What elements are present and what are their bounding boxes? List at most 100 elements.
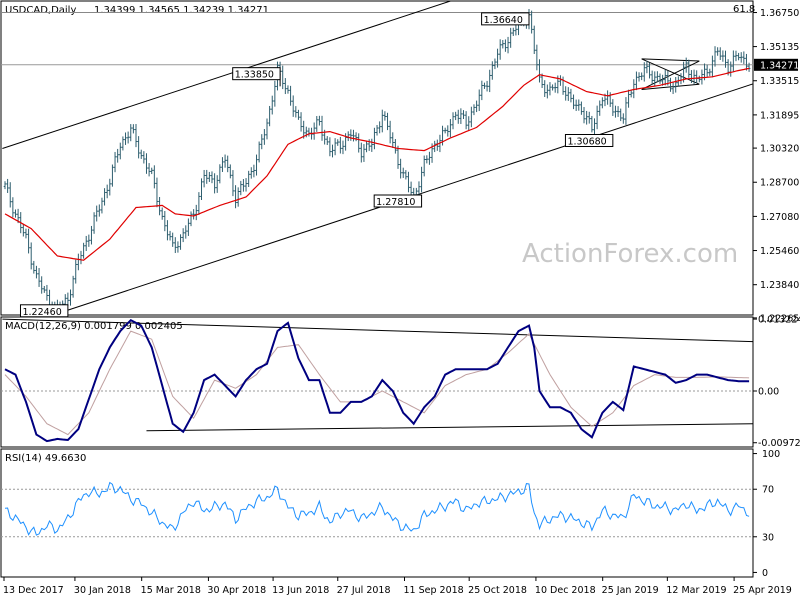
macd-plot <box>1 318 753 443</box>
ohlc-bar <box>82 242 85 259</box>
ohlc-bar <box>336 139 340 146</box>
ohlc-bar <box>331 144 334 158</box>
ohlc-bar <box>375 124 379 136</box>
price-annotation: 1.33850 <box>232 67 281 81</box>
price-y-tick-label: 1.36750 <box>760 8 799 19</box>
x-tick-label: 25 Apr 2019 <box>733 585 792 596</box>
ohlc-bar <box>590 115 594 133</box>
ohlc-bar <box>320 115 324 141</box>
fib-level-label: 61.8 <box>733 4 755 15</box>
x-tick-label: 30 Apr 2018 <box>207 585 266 596</box>
ohlc-bar <box>404 170 408 180</box>
x-tick-label: 13 Dec 2017 <box>3 585 64 596</box>
ohlc-bar <box>163 210 167 232</box>
ohlc-bar <box>142 151 146 164</box>
ohlc-bar <box>255 154 258 176</box>
ohlc-bar <box>446 125 450 137</box>
ohlc-bar <box>635 71 638 91</box>
price-y-tick-label: 1.27080 <box>760 212 799 223</box>
ohlc-bar <box>684 57 688 73</box>
ohlc-bar <box>111 164 114 187</box>
ohlc-bar <box>546 84 549 99</box>
ohlc-bar <box>449 119 452 138</box>
ohlc-bar <box>394 139 397 154</box>
ohlc-bar <box>108 178 112 196</box>
ohlc-bar <box>739 52 743 63</box>
annotation-text: 1.22460 <box>22 307 61 318</box>
ohlc-bar <box>32 260 36 274</box>
ohlc-bar <box>187 218 190 236</box>
ohlc-bar <box>498 39 502 60</box>
ohlc-bar <box>221 157 224 172</box>
ohlc-bar <box>215 175 219 193</box>
ohlc-bar <box>74 259 78 284</box>
ohlc-bar <box>213 173 216 194</box>
ohlc-bar <box>598 100 602 116</box>
ohlc-bar <box>168 230 172 241</box>
ohlc-bar <box>700 69 704 85</box>
ohlc-bar <box>708 68 712 76</box>
ohlc-bar <box>40 276 43 294</box>
ohlc-bar <box>574 99 578 111</box>
ohlc-bar <box>553 82 557 93</box>
ohlc-bar <box>273 80 277 107</box>
ohlc-bar <box>488 69 491 93</box>
ohlc-bar <box>302 120 305 139</box>
ohlc-bar <box>189 211 193 227</box>
ohlc-bar <box>582 107 586 124</box>
ohlc-bar <box>239 180 243 196</box>
macd-y-tick-label: 0.013224 <box>758 315 800 326</box>
ohlc-bar <box>103 188 106 206</box>
ohlc-bar <box>90 225 93 245</box>
ohlc-bar <box>462 110 465 119</box>
ohlc-bar <box>548 82 552 96</box>
ohlc-bar <box>260 134 264 150</box>
ohlc-bar <box>105 184 109 199</box>
price-y-tick-label: 1.28700 <box>760 178 799 189</box>
trend-line <box>641 60 700 90</box>
ohlc-bar <box>3 181 7 190</box>
ohlc-bar <box>14 209 17 218</box>
ohlc-bar <box>249 167 253 179</box>
price-y-tick-label: 1.35135 <box>760 42 799 53</box>
ohlc-bar <box>192 209 195 220</box>
ohlc-bar <box>270 95 274 115</box>
ohlc-bar <box>352 129 355 142</box>
ohlc-bar <box>176 241 180 253</box>
x-tick-label: 30 Jan 2018 <box>74 585 131 596</box>
ohlc-bar <box>373 127 376 150</box>
ohlc-bar <box>184 225 188 239</box>
price-y-tick-label: 1.22265 <box>760 313 799 324</box>
moving-average-line <box>4 67 750 261</box>
ohlc-bar <box>35 265 38 279</box>
ohlc-bar <box>297 109 300 120</box>
ohlc-bar <box>291 95 295 117</box>
annotation-text: 1.30680 <box>567 137 606 148</box>
ohlc-bar <box>6 178 9 193</box>
ohlc-bar <box>66 292 70 307</box>
ohlc-bar <box>150 167 154 175</box>
ohlc-bar <box>126 131 130 144</box>
ohlc-bar <box>247 170 250 188</box>
ohlc-bar <box>622 113 625 124</box>
current-price-box <box>754 58 798 71</box>
ohlc-bar <box>388 120 392 144</box>
ohlc-bar <box>616 106 620 117</box>
ohlc-bar <box>425 155 429 164</box>
ohlc-bar <box>650 70 654 85</box>
ohlc-bar <box>265 118 269 140</box>
ohlc-bar <box>451 112 455 130</box>
ohlc-bar <box>200 178 203 200</box>
ohlc-bar <box>116 148 119 163</box>
ohlc-bar <box>551 84 554 91</box>
ohlc-bar <box>640 72 643 81</box>
ohlc-bar <box>718 47 722 61</box>
annotation-box <box>481 12 530 26</box>
ohlc-bar <box>501 40 505 49</box>
price-annotation: 1.27810 <box>373 194 423 208</box>
ohlc-bar <box>378 121 381 134</box>
ohlc-bar <box>45 284 49 301</box>
trend-line <box>641 58 700 62</box>
rsi-y-tick-label: 100 <box>762 449 780 460</box>
